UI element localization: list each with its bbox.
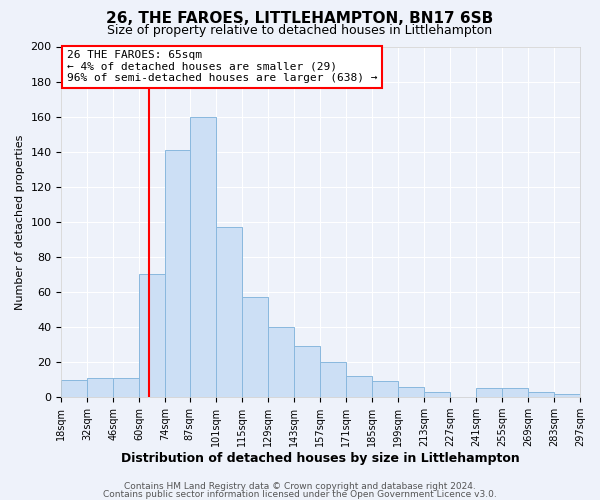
Text: Contains public sector information licensed under the Open Government Licence v3: Contains public sector information licen… [103, 490, 497, 499]
Bar [166, 150, 190, 397]
Bar [528, 392, 554, 397]
Y-axis label: Number of detached properties: Number of detached properties [15, 134, 25, 310]
Bar [372, 382, 398, 397]
Bar [113, 378, 139, 397]
Bar [190, 116, 215, 397]
Bar [502, 388, 528, 397]
Bar [215, 227, 242, 397]
X-axis label: Distribution of detached houses by size in Littlehampton: Distribution of detached houses by size … [121, 452, 520, 465]
Text: Contains HM Land Registry data © Crown copyright and database right 2024.: Contains HM Land Registry data © Crown c… [124, 482, 476, 491]
Text: 26, THE FAROES, LITTLEHAMPTON, BN17 6SB: 26, THE FAROES, LITTLEHAMPTON, BN17 6SB [106, 11, 494, 26]
Bar [424, 392, 450, 397]
Bar [88, 378, 113, 397]
Bar [268, 327, 294, 397]
Text: 26 THE FAROES: 65sqm
← 4% of detached houses are smaller (29)
96% of semi-detach: 26 THE FAROES: 65sqm ← 4% of detached ho… [67, 50, 377, 83]
Bar [139, 274, 166, 397]
Bar [398, 386, 424, 397]
Bar [242, 298, 268, 397]
Bar [294, 346, 320, 397]
Bar [554, 394, 580, 397]
Text: Size of property relative to detached houses in Littlehampton: Size of property relative to detached ho… [107, 24, 493, 37]
Bar [61, 380, 88, 397]
Bar [320, 362, 346, 397]
Bar [346, 376, 372, 397]
Bar [476, 388, 502, 397]
